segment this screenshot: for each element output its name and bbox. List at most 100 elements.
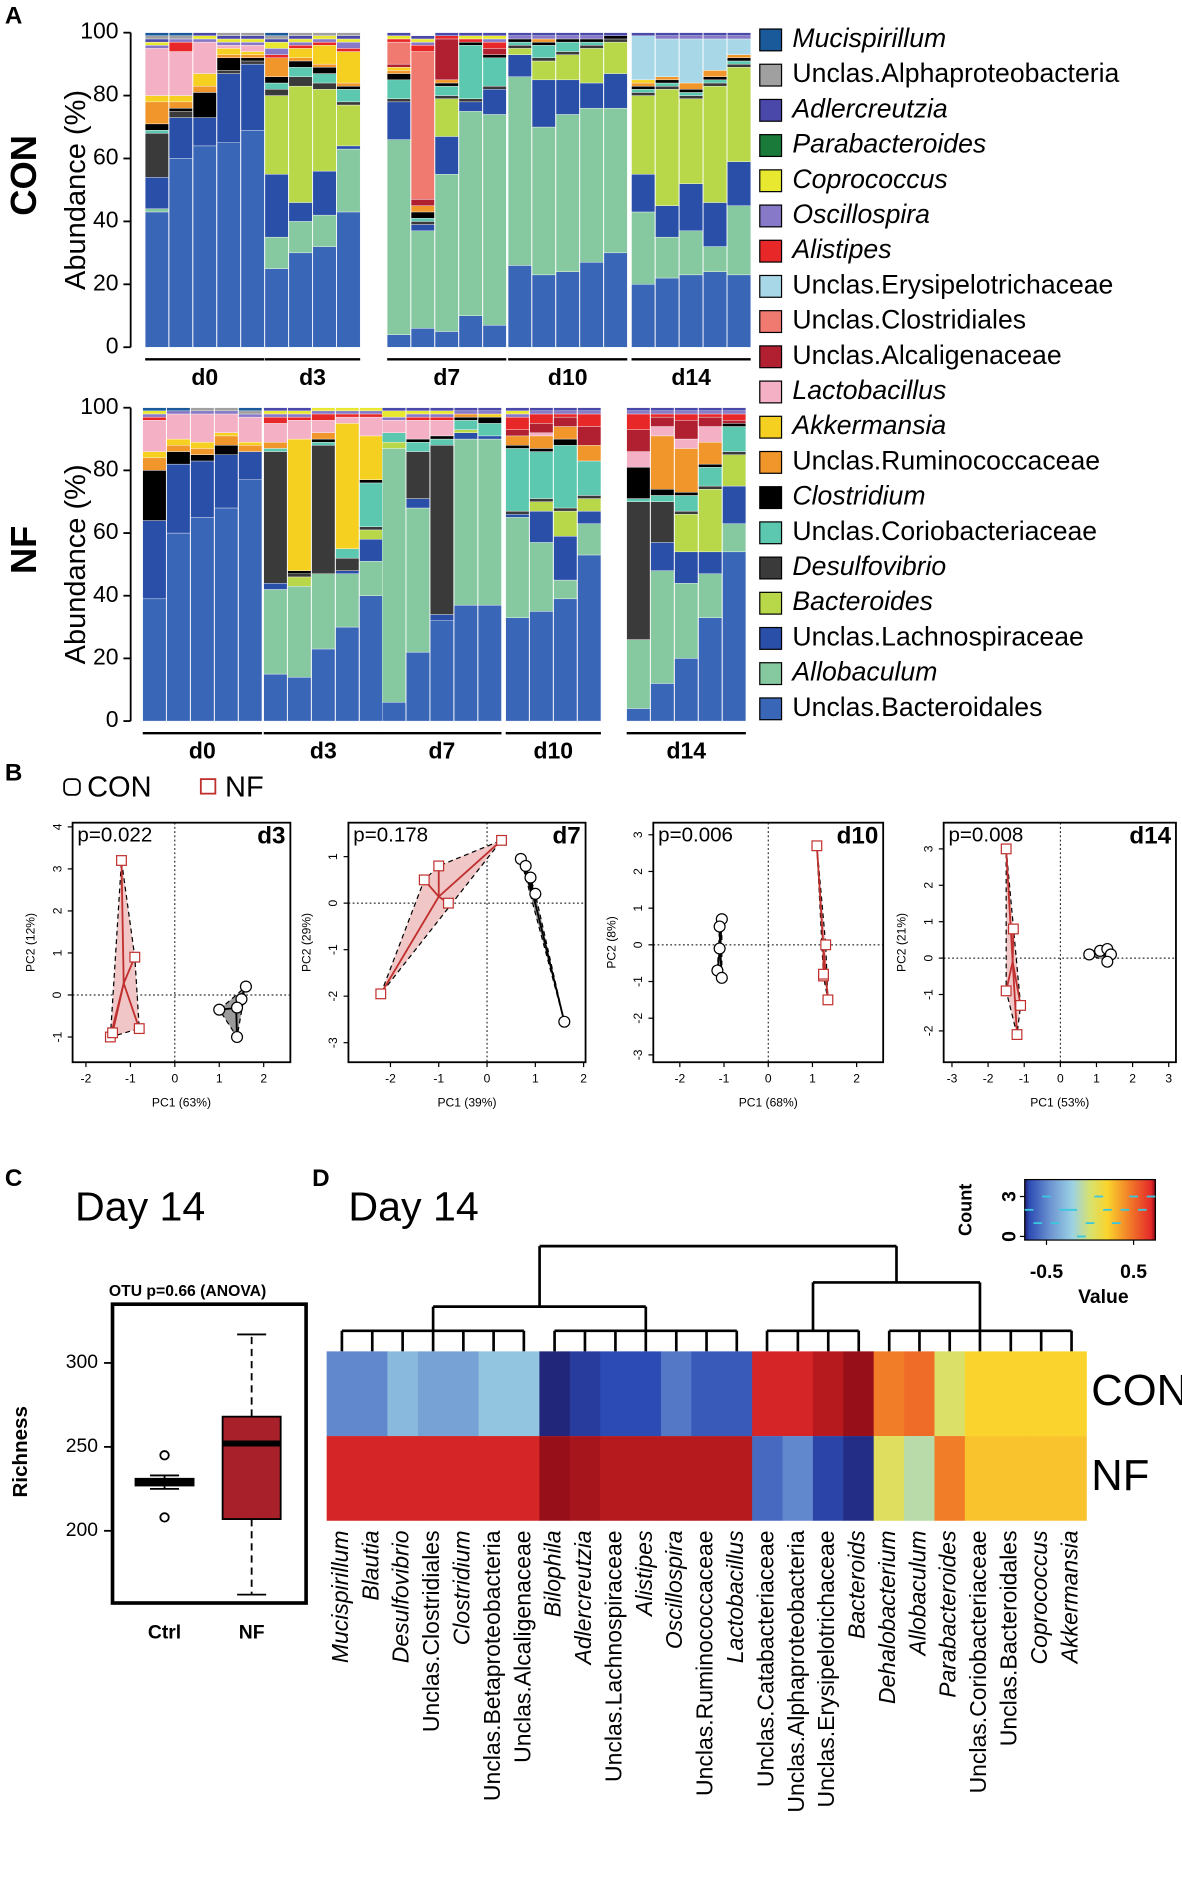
bar-segment <box>166 438 191 446</box>
bar-segment <box>655 236 680 279</box>
bar-segment <box>190 448 215 455</box>
plot-frame <box>347 821 587 1064</box>
bar-segment <box>312 32 337 36</box>
heat-cell <box>569 1436 601 1521</box>
bar-segment <box>238 416 263 443</box>
bar-segment <box>722 523 747 553</box>
bar-segment <box>287 677 312 722</box>
bar-segment <box>166 410 191 415</box>
bar-segment <box>359 413 384 418</box>
x-tick-label: -1 <box>1019 1071 1030 1085</box>
heat-cell <box>448 1351 479 1437</box>
bar-segment <box>505 617 530 722</box>
bar-segment <box>505 435 530 446</box>
legend-swatch <box>759 310 783 334</box>
bar-segment <box>482 85 507 90</box>
bar-segment <box>386 32 411 36</box>
bar-segment <box>406 438 430 443</box>
bar-segment <box>453 438 478 606</box>
bar-segment <box>386 38 411 43</box>
bar-segment <box>505 407 530 412</box>
color-key <box>1024 1178 1156 1241</box>
bar-segment <box>577 413 602 427</box>
bar-segment <box>144 133 169 178</box>
point <box>818 968 829 980</box>
bar-segment <box>507 41 532 46</box>
bar-segment <box>192 92 217 118</box>
bar-segment <box>406 416 430 421</box>
bar-segment <box>679 183 703 232</box>
heat-cell <box>569 1351 601 1437</box>
bar-segment <box>168 158 193 348</box>
heat-cell <box>326 1436 358 1521</box>
legend-label: Mucispirillum <box>792 23 946 53</box>
bar-segment <box>142 520 167 600</box>
bar-segment <box>434 38 459 81</box>
bar-segment <box>505 429 530 437</box>
spider <box>1011 928 1015 962</box>
bar-segment <box>240 57 265 62</box>
bar-segment <box>410 35 435 40</box>
y-tick-label: 100 <box>80 393 118 419</box>
bar-segment <box>698 441 723 465</box>
x-tick-label: NF <box>239 1621 265 1643</box>
column-label: Lactobacillus <box>722 1530 748 1663</box>
bar-segment <box>359 482 384 527</box>
bar-segment <box>507 76 532 266</box>
bar-segment <box>216 142 241 348</box>
row-label: NF <box>3 526 44 574</box>
bar-segment <box>336 32 361 36</box>
bar-segment <box>655 89 680 206</box>
bar-segment <box>168 38 193 43</box>
point <box>442 897 454 909</box>
bar-segment <box>264 35 289 40</box>
bar-segment <box>263 589 288 675</box>
legend-swatch <box>759 134 783 158</box>
y-tick-label: 3 <box>998 1191 1020 1202</box>
bar-segment <box>288 60 313 68</box>
bar-segment <box>240 51 265 55</box>
bar-segment <box>434 85 459 96</box>
bar-segment <box>727 274 751 348</box>
y-tick-label: 40 <box>93 581 119 607</box>
bar-segment <box>482 41 507 49</box>
spider <box>111 983 125 1034</box>
y-tick-label: 0 <box>326 900 340 907</box>
point <box>230 1030 244 1044</box>
y-tick-label: -1 <box>921 989 935 1000</box>
bar-segment <box>287 573 312 578</box>
bar-segment <box>263 583 288 590</box>
panel-title: d7 <box>552 823 580 850</box>
bar-segment <box>238 451 263 480</box>
bar-segment <box>192 145 217 348</box>
key-x-label: Value <box>1078 1286 1129 1308</box>
column-label: Unclas.Lachnospiraceae <box>600 1530 626 1782</box>
bar-segment <box>142 407 167 412</box>
x-tick-label: 0 <box>171 1071 178 1085</box>
bar-segment <box>264 95 289 175</box>
column-label: Coprococcus <box>1026 1530 1052 1665</box>
bar-segment <box>335 557 360 571</box>
column-label: Parabacteroides <box>935 1530 961 1698</box>
bar-segment <box>655 79 680 84</box>
y-axis-label: Richness <box>9 1406 32 1497</box>
bar-segment <box>679 230 703 276</box>
legend-label: CON <box>87 771 151 803</box>
bar-segment <box>631 92 656 96</box>
y-tick-label: -1 <box>50 1031 64 1042</box>
bar-segment <box>240 129 265 348</box>
bar-segment <box>577 495 602 499</box>
legend-marker <box>199 778 217 795</box>
legend-label: Lactobacillus <box>792 375 946 405</box>
bar-segment <box>650 488 675 496</box>
bar-segment <box>434 35 459 40</box>
heat-cell <box>1056 1436 1087 1521</box>
bar-segment <box>477 435 502 440</box>
bar-segment <box>458 38 483 43</box>
bar-segment <box>336 211 361 348</box>
legend-label: Allobaculum <box>790 657 937 687</box>
bar-segment <box>336 35 361 40</box>
bar-segment <box>311 407 336 412</box>
subtitle: OTU p=0.66 (ANOVA) <box>109 1283 266 1300</box>
bar-segment <box>382 420 406 433</box>
